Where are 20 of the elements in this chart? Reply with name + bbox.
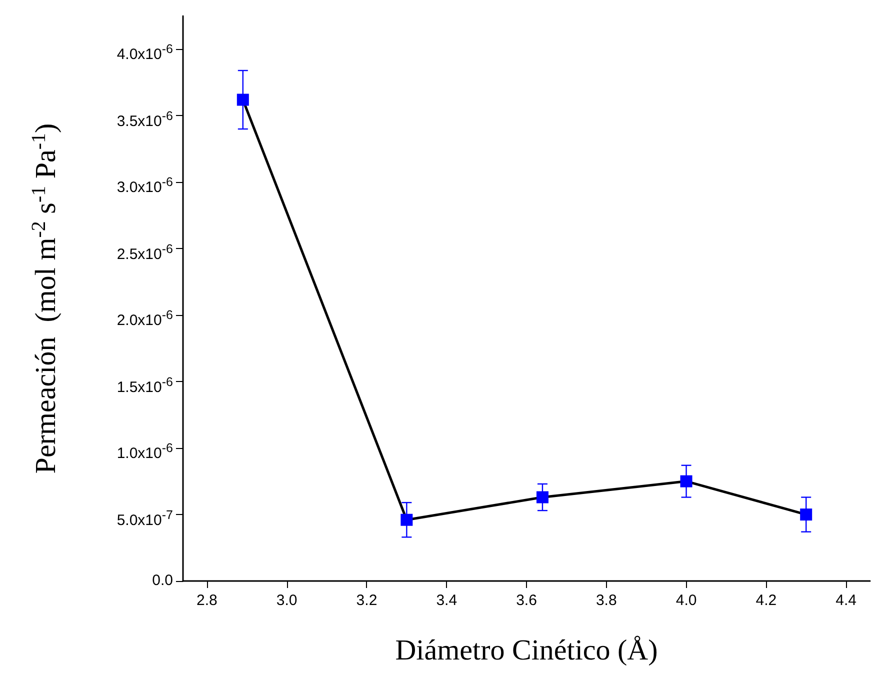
y-tick-label: 1.0x10$^{-6}$ (116, 440, 173, 464)
x-tick-label: 3.4 (436, 592, 458, 609)
x-tick-label: 3.8 (596, 592, 617, 609)
x-tick-label: 4.4 (836, 592, 856, 609)
x-axis-title: Diámetro Cinético (Å) (395, 634, 658, 666)
x-tick-label: 4.2 (756, 592, 777, 609)
x-tick-label: 4.0 (676, 592, 697, 609)
y-axis-title: Permeación (mol m-2 s-1 Pa-1) (28, 123, 62, 474)
y-tick-label: 0.0 (152, 572, 173, 590)
x-tick-label: 3.6 (516, 592, 537, 609)
y-tick-label: 4.0x10$^{-6}$ (116, 41, 173, 64)
y-tick-label: 5.0x10$^{-7}$ (116, 506, 173, 530)
x-tick-label: 3.2 (356, 592, 378, 609)
x-tick-label: 3.0 (276, 592, 298, 609)
y-tick-label: 2.5x10$^{-6}$ (116, 240, 173, 264)
y-tick-label: 3.5x10$^{-6}$ (116, 108, 173, 131)
y-tick-label: 2.0x10$^{-6}$ (116, 307, 173, 330)
x-tick-label: 2.8 (196, 592, 218, 609)
y-tick-label: 1.5x10$^{-6}$ (116, 374, 173, 397)
y-tick-label: 3.0x10$^{-6}$ (116, 174, 173, 198)
